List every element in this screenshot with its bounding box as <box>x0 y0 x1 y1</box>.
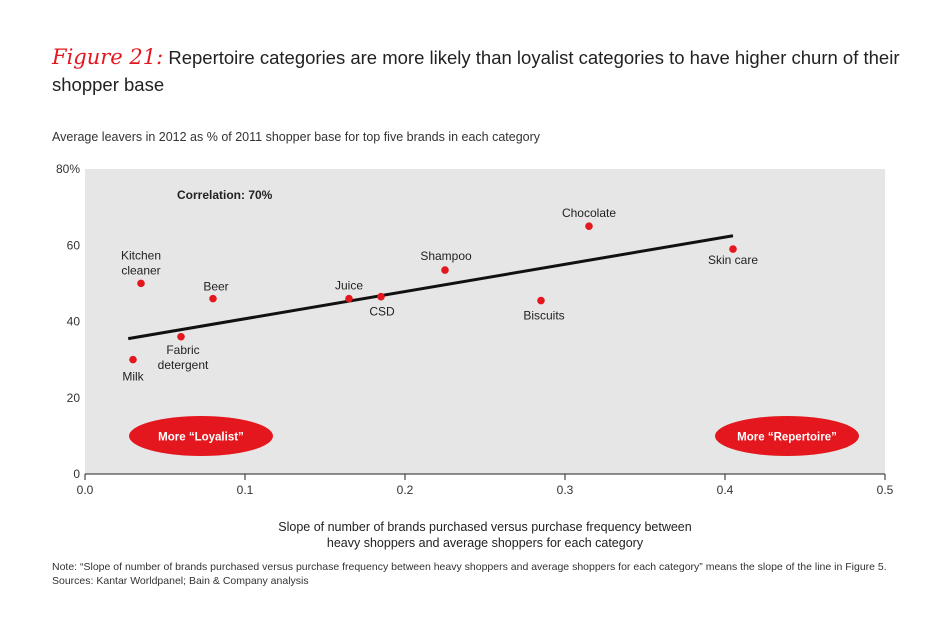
data-points: Milk Kitchen cleaner Fabric detergent Beer Jui… <box>121 206 758 383</box>
data-point <box>537 296 545 305</box>
data-point <box>137 279 145 288</box>
x-axis-label-line-1: Slope of number of brands purchased vers… <box>278 520 692 534</box>
data-point <box>729 245 737 253</box>
point-label: CSD <box>369 305 395 319</box>
y-tick-label: 60 <box>67 238 81 252</box>
point-label: Juice <box>335 279 363 293</box>
point-label: Milk <box>122 370 144 384</box>
x-axis-ticks: 0.0 0.1 0.2 0.3 0.4 0.5 <box>77 474 894 497</box>
point-label: Beer <box>203 280 228 294</box>
chart-notes: Note: “Slope of number of brands purchas… <box>52 560 887 588</box>
figure-label: Figure 21: <box>52 45 164 69</box>
data-point <box>345 294 353 303</box>
point-label: Fabric detergent <box>158 343 209 372</box>
x-tick-label: 0.0 <box>77 483 94 497</box>
repertoire-badge <box>715 416 859 456</box>
correlation-annotation: Correlation: 70% <box>177 188 273 202</box>
data-point <box>129 355 137 364</box>
point-label: Biscuits <box>523 309 564 323</box>
y-tick-label: 80% <box>56 162 80 176</box>
point-label: Shampoo <box>420 249 472 263</box>
y-axis-ticks: 0 20 40 60 80% <box>56 162 80 481</box>
figure-title-text: Repertoire categories are more likely th… <box>52 47 900 95</box>
point-label: Chocolate <box>562 206 616 220</box>
loyalist-label: More “Loyalist” <box>158 432 244 444</box>
y-tick-label: 0 <box>73 467 80 481</box>
sources-text: Sources: Kantar Worldpanel; Bain & Compa… <box>52 575 309 587</box>
data-point <box>177 332 185 341</box>
point-label: Skin care <box>708 253 758 267</box>
data-point <box>377 292 385 301</box>
data-point <box>441 266 449 274</box>
x-tick-label: 0.1 <box>237 483 254 497</box>
repertoire-label: More “Repertoire” <box>737 432 837 444</box>
point-label: Kitchen cleaner <box>121 248 161 277</box>
x-axis-label: Slope of number of brands purchased vers… <box>240 519 730 551</box>
loyalist-badge <box>129 416 273 456</box>
chart-subtitle: Average leavers in 2012 as % of 2011 sho… <box>52 130 541 144</box>
note-text: Note: “Slope of number of brands purchas… <box>52 561 887 573</box>
x-tick-label: 0.3 <box>557 483 574 497</box>
x-tick-label: 0.2 <box>397 483 414 497</box>
x-axis-label-line-2: heavy shoppers and average shoppers for … <box>326 536 644 550</box>
y-tick-label: 20 <box>67 391 81 405</box>
x-tick-label: 0.5 <box>877 483 894 497</box>
data-point <box>209 294 217 303</box>
figure-title: Figure 21: Repertoire categories are mor… <box>52 44 922 98</box>
x-tick-label: 0.4 <box>717 483 734 497</box>
data-point <box>585 222 593 230</box>
trend-line <box>127 234 734 341</box>
y-tick-label: 40 <box>67 315 81 329</box>
